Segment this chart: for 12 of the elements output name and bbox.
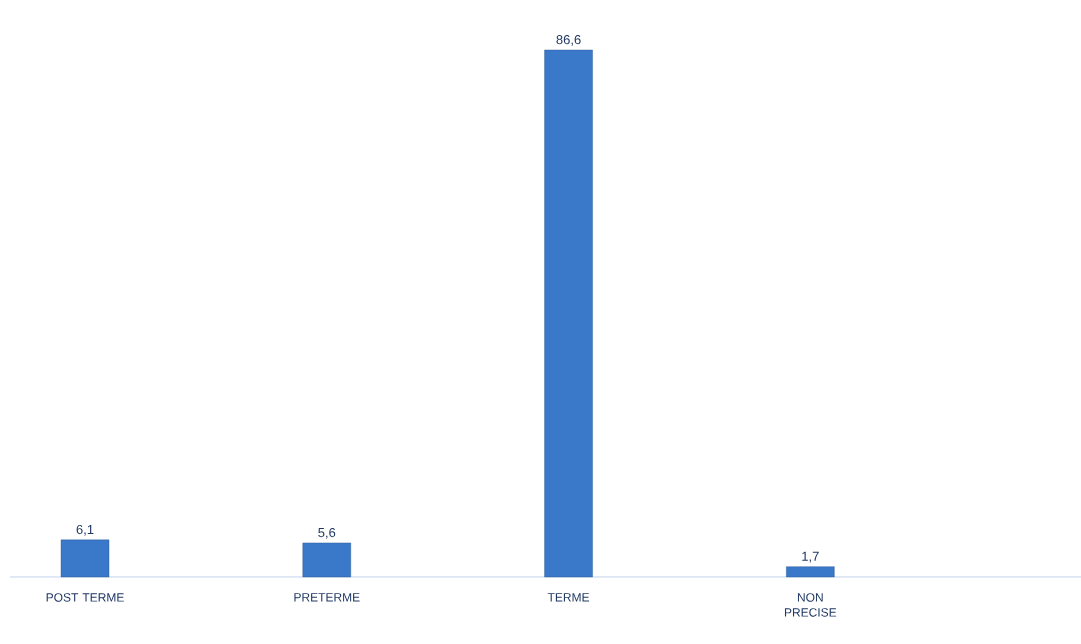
x-tick-label: POST TERME [46, 593, 124, 602]
bar [544, 49, 593, 578]
data-label: 1,7 [802, 551, 819, 563]
bar [786, 566, 835, 578]
x-tick-label: TERME [547, 593, 590, 602]
data-label: 86,6 [556, 35, 581, 46]
x-tick-label: PRETERME [294, 593, 360, 602]
bar [302, 542, 351, 578]
x-tick-label: NON PRECISE [784, 593, 837, 617]
bar [60, 539, 110, 578]
data-label: 5,6 [318, 527, 336, 539]
data-label: 6,1 [76, 524, 94, 536]
